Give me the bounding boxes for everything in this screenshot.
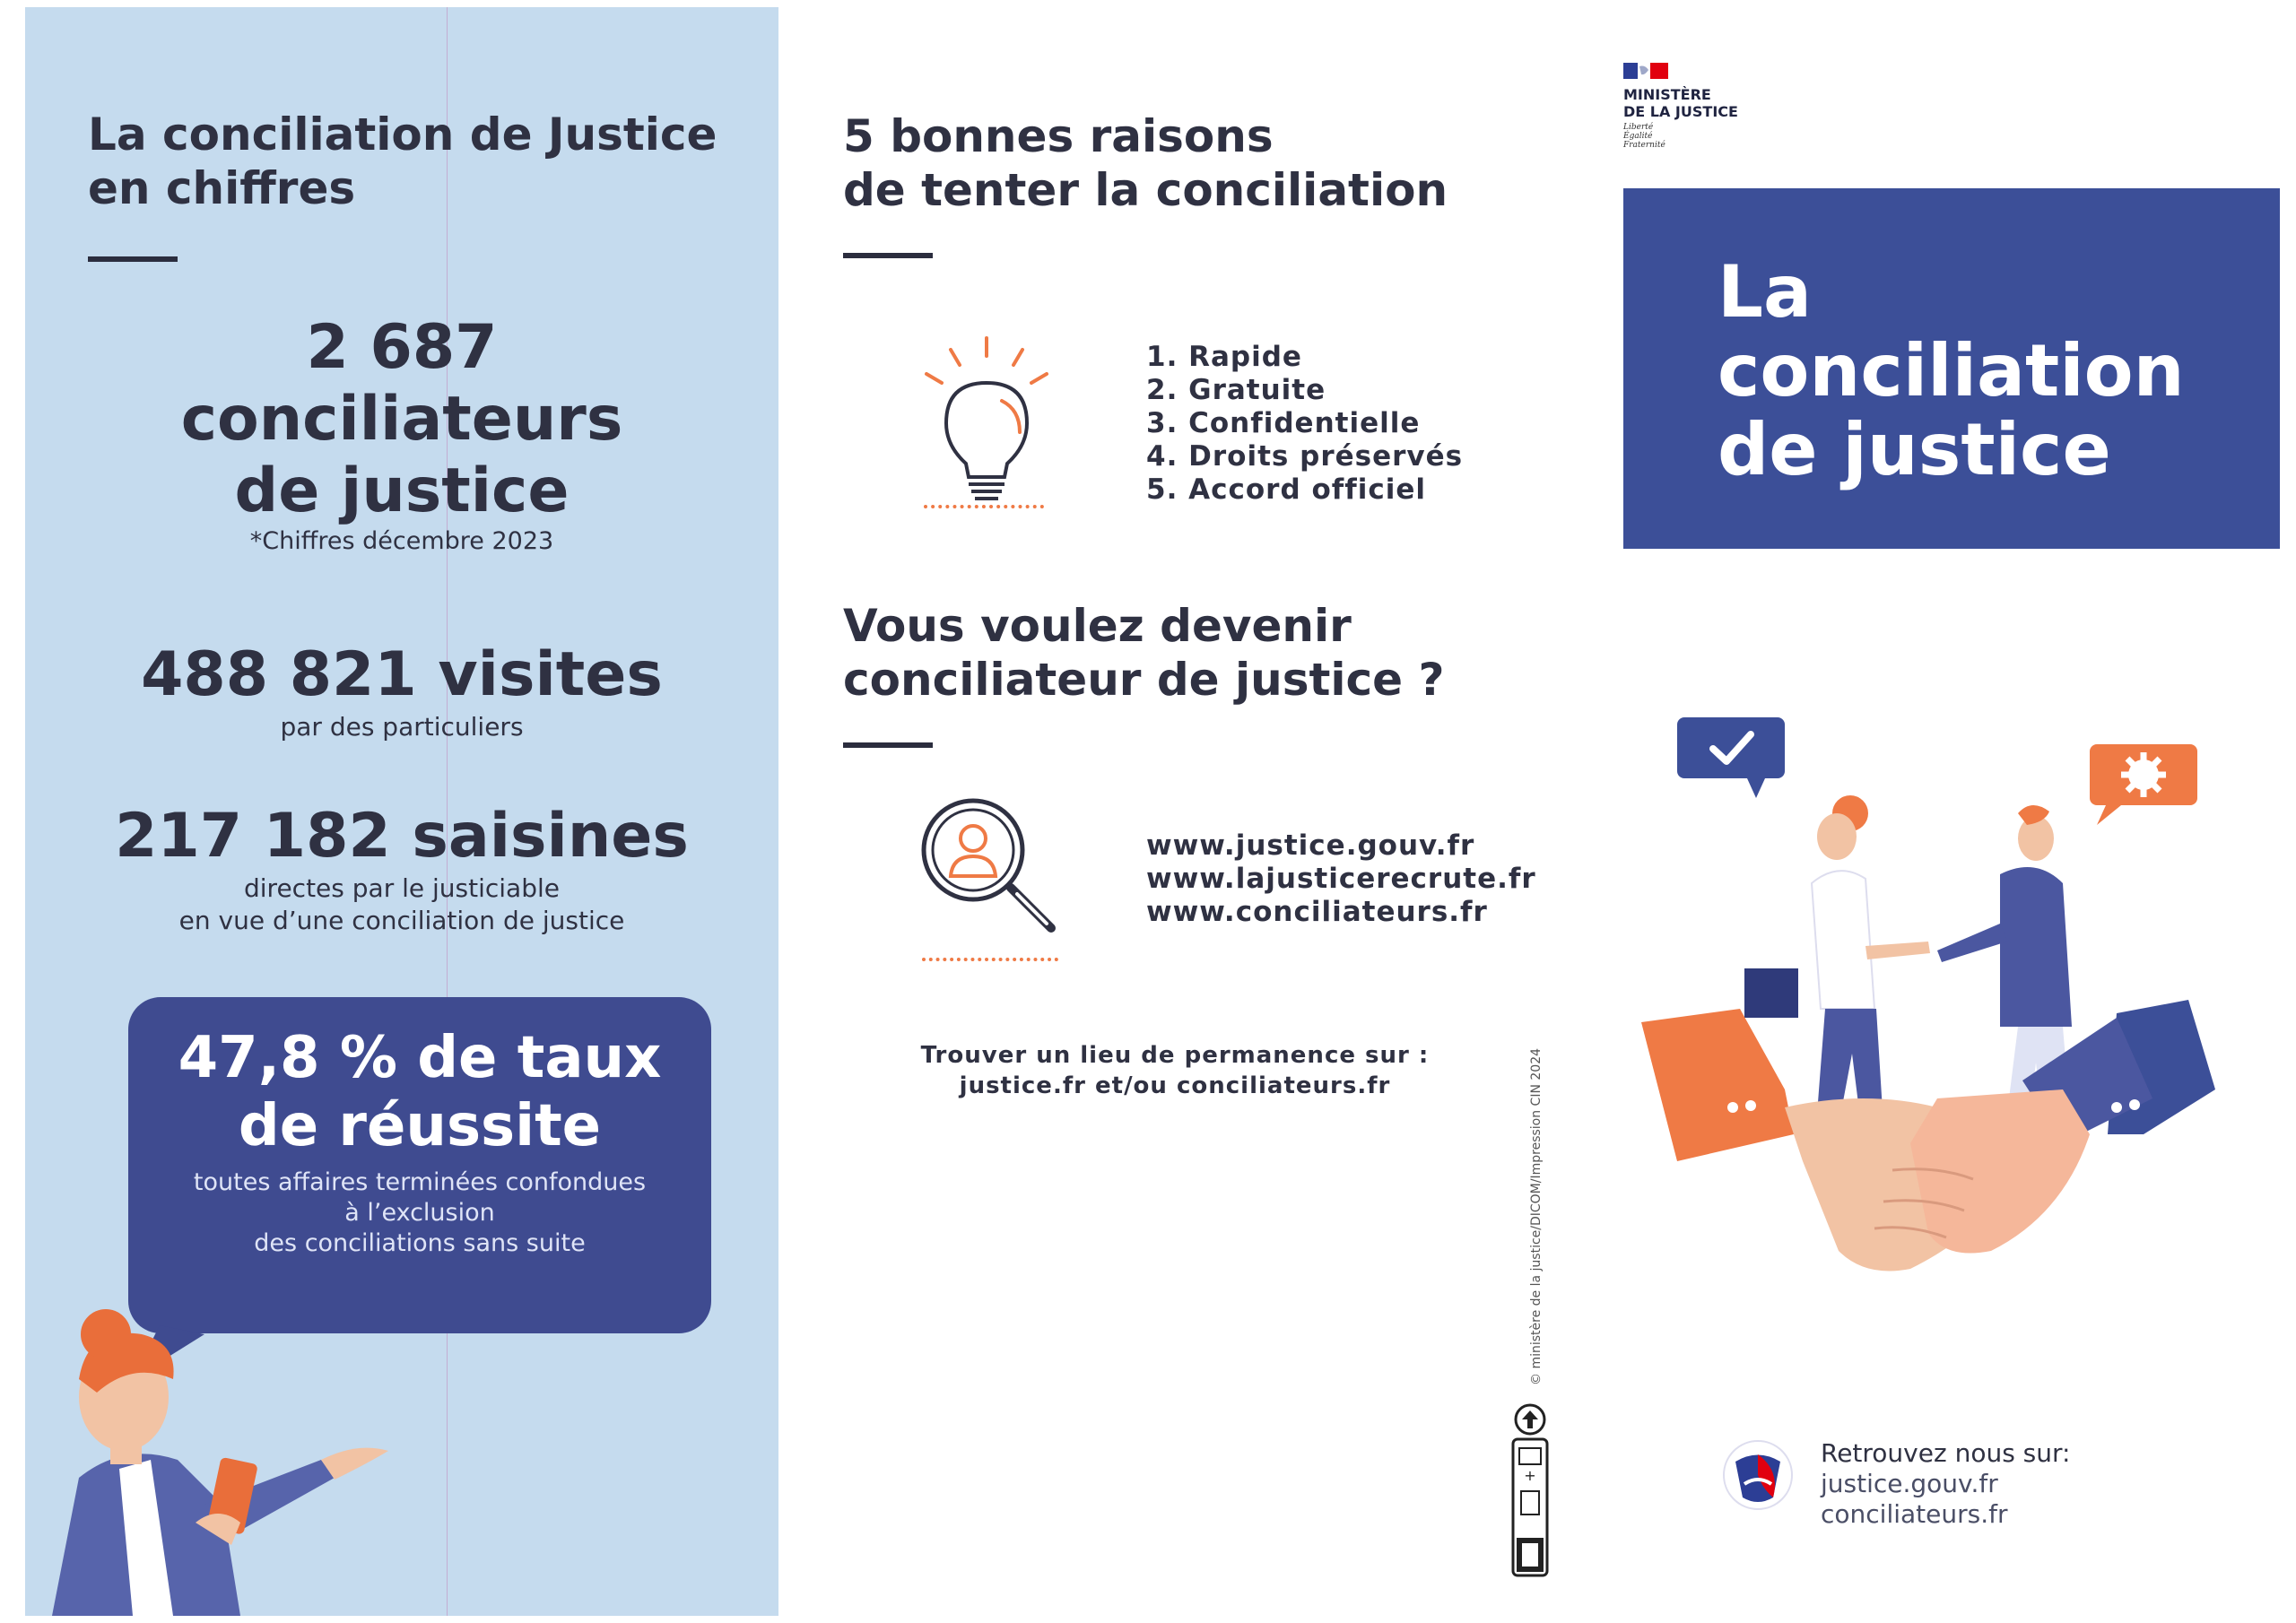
stat-conciliators-note: *Chiffres décembre 2023 — [249, 527, 554, 555]
become-links: www.justice.gouv.fr www.lajusticerecrute… — [1146, 829, 1536, 929]
success-sub-line1: toutes affaires terminées confondues — [193, 1168, 647, 1196]
ministry-name-line2: DE LA JUSTICE — [1623, 103, 1738, 120]
motto-liberte: Liberté — [1623, 123, 1654, 132]
stat-visits-sub: par des particuliers — [280, 712, 524, 742]
find-location-line2: justice.fr et/ou conciliateurs.fr — [959, 1072, 1391, 1099]
lightbulb-icon — [925, 336, 1048, 500]
stat-visits-number: 488 821 — [141, 639, 417, 710]
reasons-title-rule — [843, 253, 933, 258]
stat-conciliators: 2 687 conciliateurs de justice *Chiffres… — [25, 312, 778, 555]
cover-title-line3: de justice — [1718, 408, 2111, 491]
stats-title-line2: en chiffres — [88, 162, 356, 214]
reasons-title: 5 bonnes raisons de tenter la conciliati… — [843, 109, 1448, 217]
reason-item: 3. Confidentielle — [1146, 407, 1421, 439]
woman-with-phone-illustration — [52, 1309, 388, 1616]
check-bubble-icon — [1677, 717, 1785, 798]
link-lajusticerecrute[interactable]: www.lajusticerecrute.fr — [1146, 863, 1536, 895]
search-person-icon — [921, 798, 1056, 933]
reason-item: 2. Gratuite — [1146, 374, 1326, 406]
become-title-line2: conciliateur de justice ? — [843, 654, 1445, 706]
stat-visits: 488 821 visites par des particuliers — [25, 639, 778, 743]
conciliateurs-logo-icon — [1723, 1440, 1793, 1510]
reason-item: 5. Accord officiel — [1146, 473, 1427, 506]
stat-referrals-label: saisines — [412, 801, 689, 872]
find-location: Trouver un lieu de permanence sur : just… — [897, 1040, 1453, 1101]
stats-title: La conciliation de Justice en chiffres — [88, 108, 717, 215]
stats-title-line1: La conciliation de Justice — [88, 108, 718, 161]
reasons-title-line1: 5 bonnes raisons — [843, 110, 1274, 162]
link-justice-gouv[interactable]: www.justice.gouv.fr — [1146, 829, 1475, 862]
cover-title-box: La conciliation de justice — [1623, 188, 2280, 549]
success-rate-line2: de réussite — [238, 1093, 602, 1159]
search-underline — [922, 958, 1058, 961]
cover-title-line2: conciliation — [1718, 329, 2185, 412]
ministry-logo: MINISTÈRE DE LA JUSTICE Liberté Égalité … — [1623, 63, 1738, 150]
lightbulb-underline — [924, 505, 1044, 508]
cover-title-line1: La — [1718, 250, 1812, 334]
copyright-text: © ministère de la justice/DICOM/Impressi… — [1529, 1047, 1544, 1385]
find-us-label: Retrouvez nous sur: — [1821, 1438, 2071, 1468]
gear-bubble-icon — [2090, 744, 2197, 825]
motto-egalite: Égalité — [1623, 132, 1653, 141]
success-rate-line1: 47,8 % de taux — [178, 1025, 662, 1091]
success-sub-line3: des conciliations sans suite — [254, 1229, 586, 1257]
find-us-block: Retrouvez nous sur: justice.gouv.fr conc… — [1821, 1438, 2070, 1530]
stat-referrals-number: 217 182 — [115, 801, 391, 872]
stat-referrals: 217 182 saisines directes par le justici… — [25, 801, 778, 937]
marianne-flag-icon — [1623, 63, 1668, 79]
motto-fraternite: Fraternité — [1623, 141, 1665, 150]
stat-conciliators-number: 2 687 — [306, 312, 498, 383]
success-sub-line2: à l’exclusion — [344, 1199, 495, 1227]
ministry-name-line1: MINISTÈRE — [1623, 86, 1711, 103]
handshake-illustration — [1641, 717, 2215, 1271]
reasons-title-line2: de tenter la conciliation — [843, 164, 1448, 216]
recycling-triman-icon: + — [1511, 1403, 1549, 1577]
find-us-link-conciliateurs[interactable]: conciliateurs.fr — [1821, 1499, 2008, 1529]
reason-item: 1. Rapide — [1146, 341, 1302, 373]
find-location-line1: Trouver un lieu de permanence sur : — [920, 1042, 1430, 1069]
link-conciliateurs[interactable]: www.conciliateurs.fr — [1146, 896, 1488, 928]
fold-line — [447, 7, 448, 1616]
become-title-line1: Vous voulez devenir — [843, 600, 1352, 652]
stat-conciliators-label2: de justice — [234, 456, 570, 526]
reasons-list: 1. Rapide 2. Gratuite 3. Confidentielle … — [1146, 341, 1463, 507]
become-title: Vous voulez devenir conciliateur de just… — [843, 599, 1444, 707]
success-rate-bubble: 47,8 % de taux de réussite toutes affair… — [128, 997, 711, 1333]
stat-conciliators-label1: conciliateurs — [180, 384, 623, 455]
svg-text:+: + — [1524, 1467, 1535, 1484]
stat-referrals-sub2: en vue d’une conciliation de justice — [178, 906, 625, 935]
become-title-rule — [843, 742, 933, 748]
stats-panel: La conciliation de Justice en chiffres 2… — [25, 7, 778, 1616]
find-us-link-justice[interactable]: justice.gouv.fr — [1821, 1469, 1998, 1498]
reason-item: 4. Droits préservés — [1146, 440, 1464, 473]
stats-title-rule — [88, 256, 178, 262]
stat-visits-label: visites — [438, 639, 663, 710]
stat-referrals-sub1: directes par le justiciable — [244, 873, 560, 903]
